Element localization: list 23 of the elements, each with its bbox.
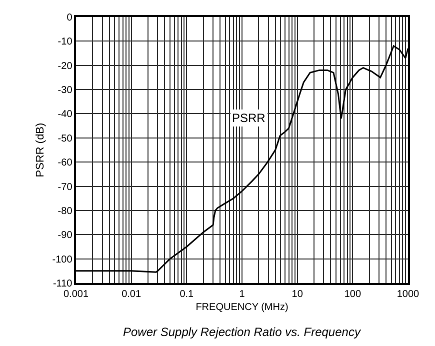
y-tick-label: -90 [58,230,73,242]
annotation: PSRR [232,111,266,125]
y-axis-title: PSRR (dB) [34,122,46,178]
y-tick-label: -30 [58,85,73,96]
y-tick-label: -60 [58,158,73,169]
text: Power Supply Rejection Ratio vs. Frequency [123,325,362,339]
x-axis-title: FREQUENCY (MHz) [196,302,288,313]
x-tick-label: 0.001 [63,288,89,300]
y-tick-label: -20 [58,60,73,72]
x-tick-label: 10 [292,288,304,300]
y-tick-label: -100 [52,254,73,266]
y-tick-label: -10 [58,36,73,48]
y-tick-label: -50 [58,133,73,144]
x-tick-label: 100 [344,288,362,300]
x-tick-label: 0.1 [180,288,194,300]
y-tick-label: -40 [58,109,73,120]
x-tick-label: 0.01 [122,288,142,300]
y-tick-label: -80 [58,206,73,217]
x-tick-label: 1 [239,288,246,300]
y-tick-label: -110 [52,278,73,290]
y-tick-label: 0 [66,12,73,24]
x-tick-label: 1000 [396,288,420,300]
y-tick-label: -70 [58,182,73,193]
